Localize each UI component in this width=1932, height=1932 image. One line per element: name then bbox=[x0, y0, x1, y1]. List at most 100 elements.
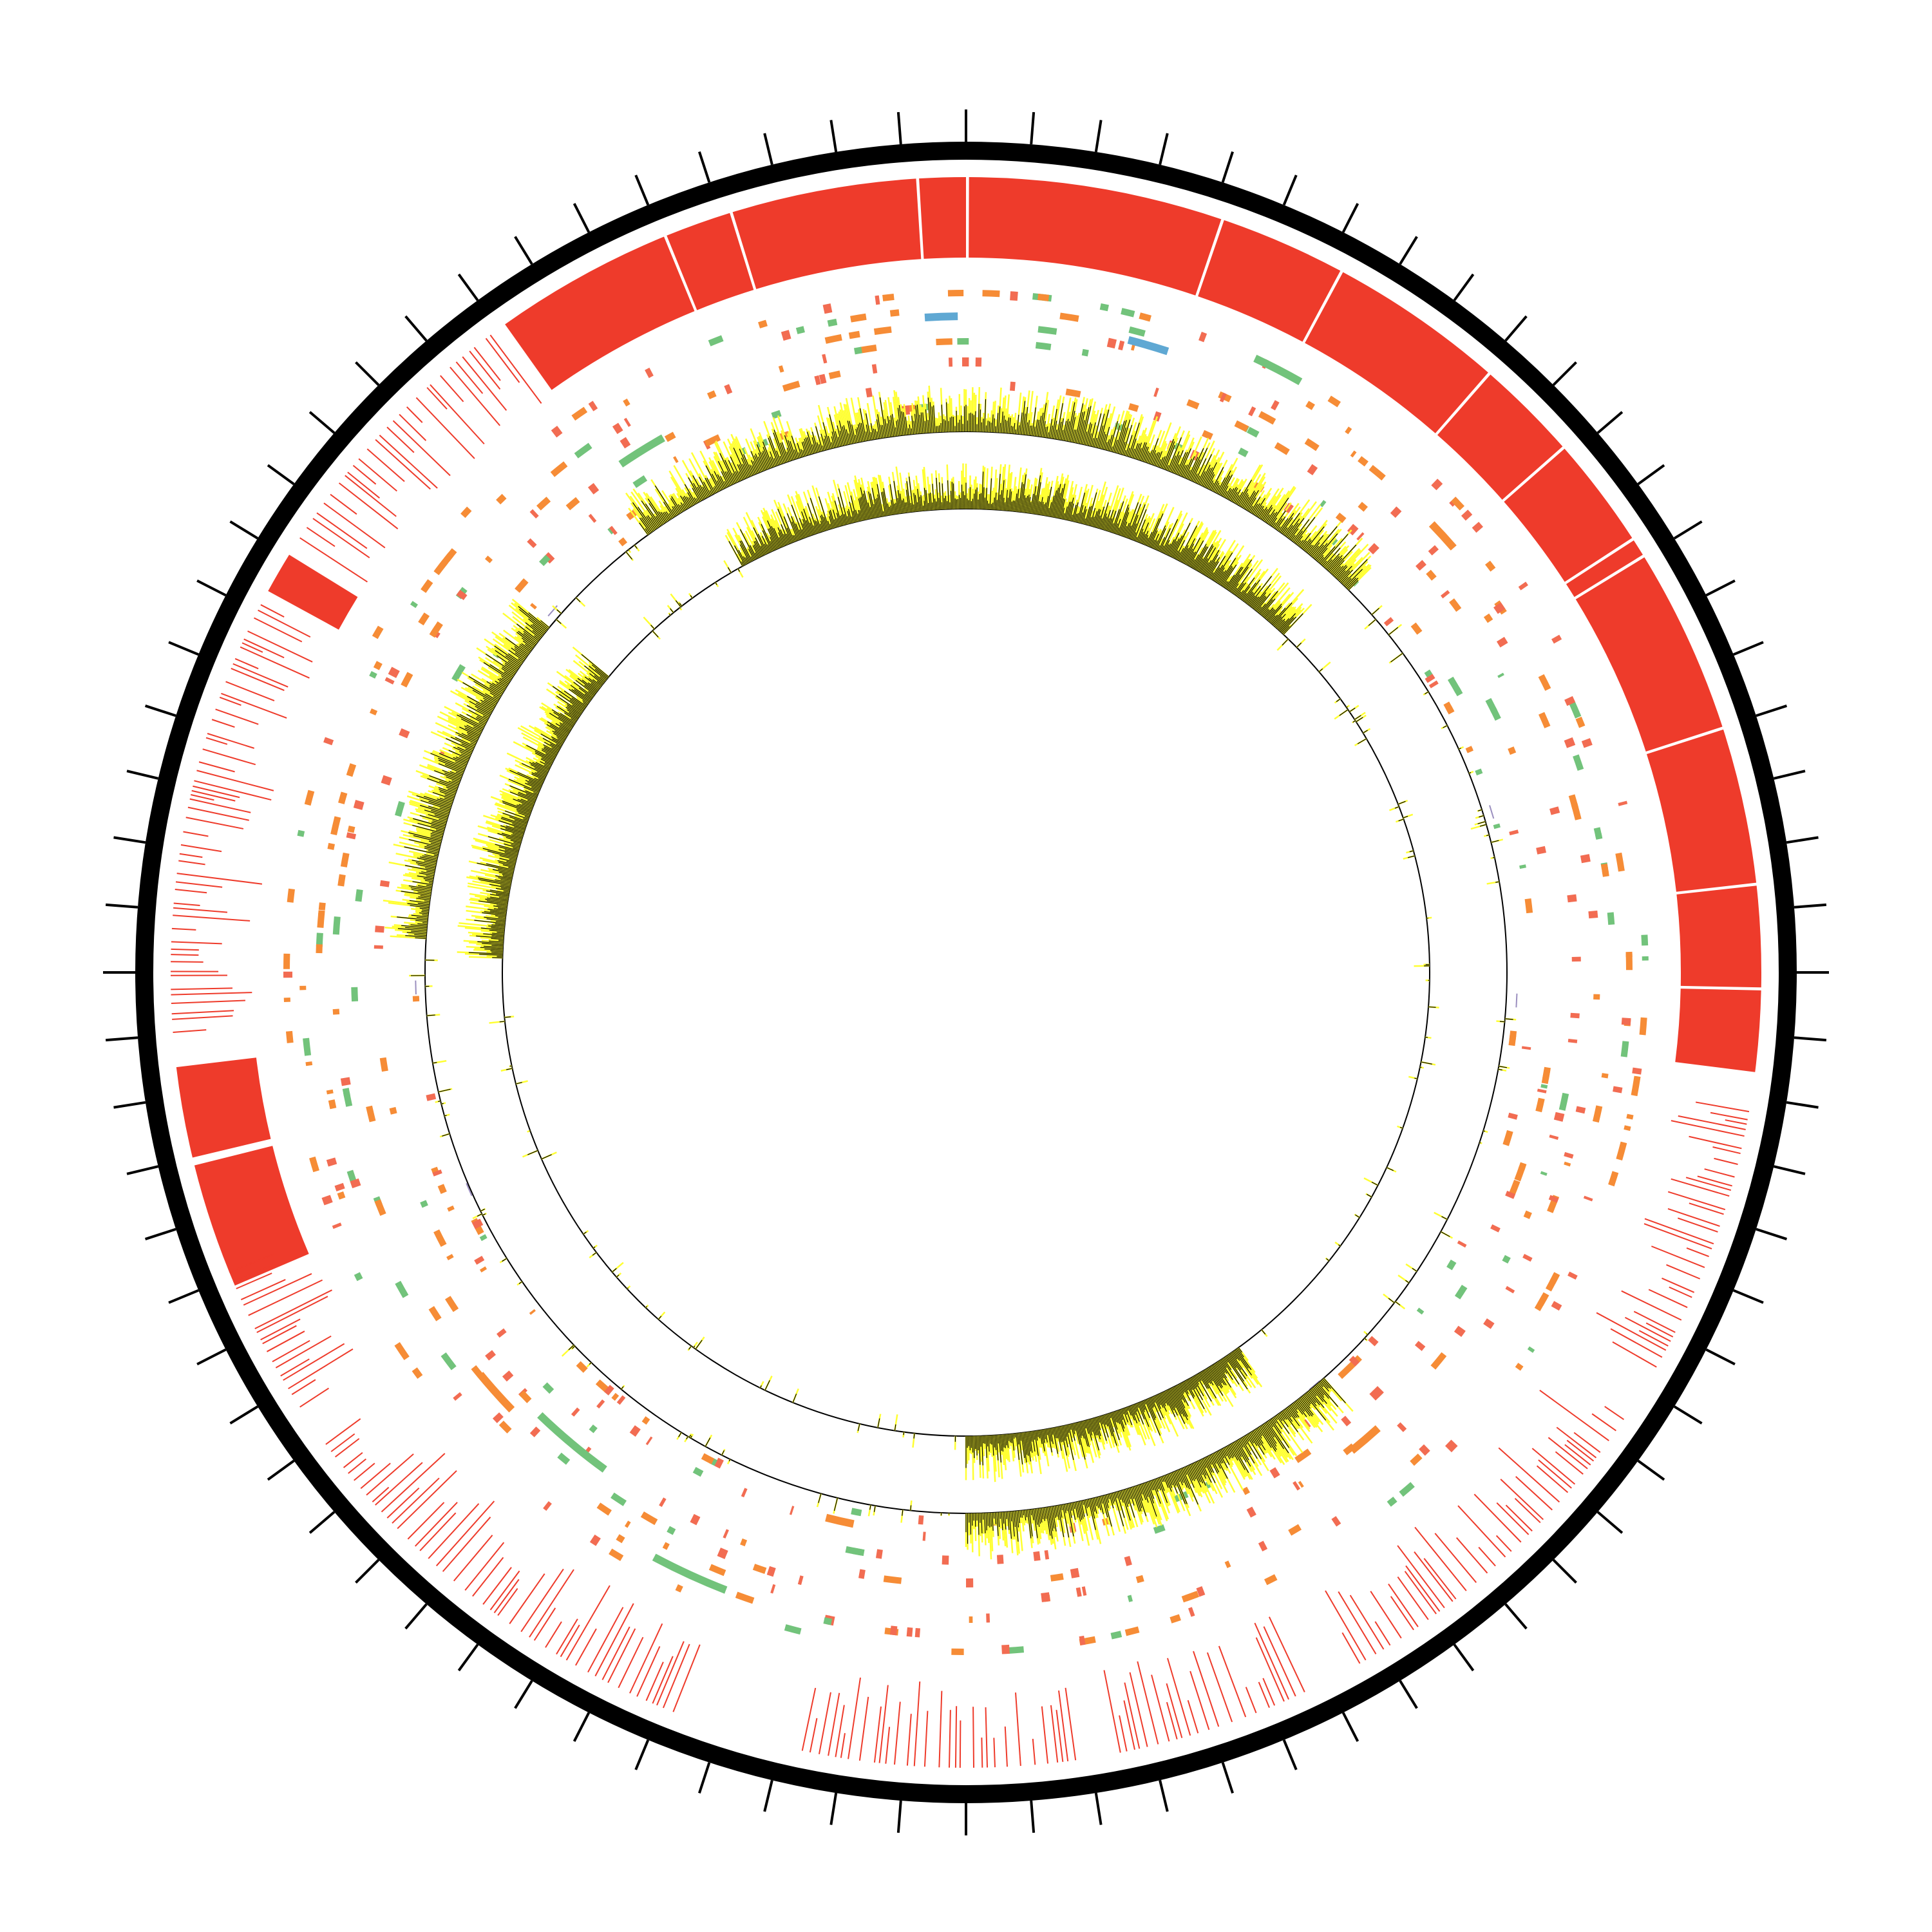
signal-line bbox=[1013, 500, 1016, 511]
signal-line bbox=[1273, 616, 1282, 626]
outer-red-line bbox=[348, 1458, 366, 1474]
outer-red-line bbox=[240, 1279, 286, 1300]
signal-line bbox=[583, 665, 605, 683]
outer-red-line bbox=[248, 1279, 323, 1316]
signal-line bbox=[889, 506, 891, 515]
outer-red-line bbox=[207, 733, 254, 749]
outer-red-line bbox=[453, 1535, 493, 1582]
signal-line bbox=[1205, 554, 1218, 576]
feature-tick bbox=[1070, 1567, 1080, 1578]
signal-line bbox=[1054, 1506, 1057, 1517]
signal-line bbox=[668, 513, 673, 518]
signal-line bbox=[1119, 507, 1130, 535]
signal-line bbox=[1193, 546, 1208, 569]
outer-red-line bbox=[885, 1727, 891, 1764]
signal-line bbox=[1239, 577, 1255, 599]
signal-line bbox=[1178, 526, 1197, 561]
signal-line bbox=[770, 536, 777, 550]
signal-line bbox=[1215, 485, 1220, 493]
feature-tick bbox=[996, 1555, 1004, 1564]
signal-line bbox=[1169, 1473, 1178, 1494]
signal-line bbox=[1394, 806, 1399, 809]
signal-line bbox=[531, 772, 545, 779]
outer-red-line bbox=[1434, 1533, 1477, 1584]
feature-tick bbox=[609, 1548, 624, 1561]
signal-line bbox=[421, 911, 429, 913]
signal-line bbox=[1077, 492, 1086, 523]
feature-tick bbox=[1535, 1097, 1545, 1113]
signal-line bbox=[502, 833, 522, 840]
signal-line bbox=[719, 453, 735, 484]
signal-line bbox=[1056, 403, 1063, 439]
outer-red-line bbox=[185, 817, 244, 829]
signal-line bbox=[1269, 497, 1289, 526]
signal-line bbox=[417, 923, 428, 925]
signal-line bbox=[831, 431, 837, 448]
signal-line bbox=[489, 692, 500, 699]
signal-line bbox=[1220, 474, 1233, 496]
signal-line bbox=[647, 515, 658, 529]
signal-line bbox=[1025, 495, 1028, 513]
feature-tick bbox=[1451, 497, 1464, 511]
signal-line bbox=[459, 751, 471, 757]
ideogram-tick bbox=[763, 1779, 773, 1812]
feature-tick bbox=[1537, 1088, 1547, 1094]
outer-red-line bbox=[959, 1720, 961, 1768]
signal-line bbox=[1111, 509, 1120, 533]
signal-line bbox=[715, 582, 717, 585]
signal-line bbox=[1086, 506, 1092, 525]
outer-red-line bbox=[260, 604, 285, 618]
signal-line bbox=[1304, 1394, 1327, 1421]
feature-tick bbox=[701, 1453, 715, 1464]
signal-line bbox=[887, 503, 890, 515]
signal-line bbox=[1062, 1504, 1070, 1538]
signal-line bbox=[655, 516, 663, 526]
outer-red-line bbox=[266, 1331, 305, 1352]
signal-line bbox=[504, 671, 513, 678]
feature-tick bbox=[1410, 622, 1423, 635]
signal-line bbox=[1164, 444, 1175, 470]
signal-line bbox=[1080, 1501, 1085, 1517]
signal-line bbox=[809, 522, 815, 535]
signal-line bbox=[1065, 421, 1070, 441]
outer-red-line bbox=[652, 1656, 674, 1704]
signal-line bbox=[1337, 570, 1346, 580]
outer-red-line bbox=[533, 1607, 556, 1641]
feature-tick bbox=[1538, 674, 1551, 691]
feature-tick bbox=[611, 1492, 627, 1506]
outer-red-line bbox=[191, 794, 214, 801]
signal-line bbox=[1294, 1401, 1307, 1417]
signal-line bbox=[1148, 1398, 1154, 1408]
signal-line bbox=[430, 833, 443, 837]
signal-line bbox=[455, 761, 466, 767]
signal-line bbox=[840, 515, 844, 526]
signal-line bbox=[992, 1435, 994, 1456]
outer-red-line bbox=[828, 1692, 840, 1756]
signal-line bbox=[1477, 821, 1486, 824]
signal-line bbox=[1135, 1403, 1144, 1425]
signal-line bbox=[1115, 518, 1121, 534]
signal-line bbox=[1231, 1352, 1238, 1359]
signal-line bbox=[1001, 480, 1005, 511]
signal-line bbox=[1110, 523, 1114, 533]
signal-line bbox=[1133, 1404, 1138, 1412]
feature-tick bbox=[1341, 1416, 1352, 1426]
signal-line bbox=[1208, 480, 1214, 489]
feature-tick bbox=[1558, 1092, 1569, 1111]
signal-line bbox=[758, 452, 766, 471]
signal-line bbox=[509, 770, 542, 785]
signal-line bbox=[1256, 506, 1264, 517]
signal-line bbox=[397, 928, 427, 931]
signal-line bbox=[1206, 1457, 1215, 1473]
signal-line bbox=[577, 677, 597, 693]
feature-tick bbox=[1549, 1272, 1560, 1284]
signal-line bbox=[1222, 1358, 1240, 1385]
outer-red-line bbox=[587, 1607, 624, 1673]
signal-line bbox=[1234, 1350, 1253, 1376]
feature-tick bbox=[667, 1526, 676, 1535]
signal-line bbox=[1286, 518, 1300, 537]
signal-line bbox=[1260, 1425, 1277, 1450]
signal-line bbox=[505, 637, 529, 655]
signal-line bbox=[1217, 477, 1226, 494]
feature-tick bbox=[1548, 1195, 1559, 1203]
